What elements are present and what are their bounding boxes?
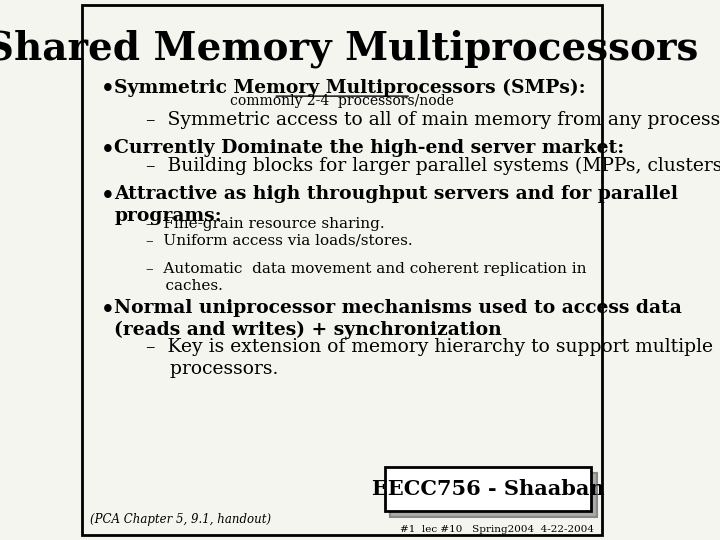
Text: –  Uniform access via loads/stores.: – Uniform access via loads/stores. [146, 233, 413, 247]
Text: –  Symmetric access to all of main memory from any processor.: – Symmetric access to all of main memory… [146, 111, 720, 129]
Text: –  Fine-grain resource sharing.: – Fine-grain resource sharing. [146, 217, 384, 231]
Text: –  Building blocks for larger parallel systems (MPPs, clusters): – Building blocks for larger parallel sy… [146, 157, 720, 175]
Text: •: • [101, 78, 114, 100]
Text: (PCA Chapter 5, 9.1, handout): (PCA Chapter 5, 9.1, handout) [91, 514, 271, 526]
Text: •: • [101, 185, 114, 207]
FancyBboxPatch shape [83, 5, 602, 535]
Text: Currently Dominate the high-end server market:: Currently Dominate the high-end server m… [114, 139, 624, 157]
Text: Normal uniprocessor mechanisms used to access data
(reads and writes) + synchron: Normal uniprocessor mechanisms used to a… [114, 299, 682, 339]
Text: Shared Memory Multiprocessors: Shared Memory Multiprocessors [0, 30, 698, 68]
Text: –  Automatic  data movement and coherent replication in
    caches.: – Automatic data movement and coherent r… [146, 262, 587, 293]
Text: Attractive as high throughput servers and for parallel
programs:: Attractive as high throughput servers an… [114, 185, 678, 225]
FancyBboxPatch shape [390, 472, 597, 517]
Text: EECC756 - Shaaban: EECC756 - Shaaban [372, 478, 604, 499]
Text: commonly 2-4  processors/node: commonly 2-4 processors/node [230, 94, 454, 109]
Text: Symmetric Memory Multiprocessors (SMPs):: Symmetric Memory Multiprocessors (SMPs): [114, 78, 586, 97]
FancyBboxPatch shape [384, 467, 591, 511]
Text: •: • [101, 299, 114, 321]
Text: –  Key is extension of memory hierarchy to support multiple
    processors.: – Key is extension of memory hierarchy t… [146, 338, 713, 377]
Text: •: • [101, 139, 114, 161]
Text: #1  lec #10   Spring2004  4-22-2004: #1 lec #10 Spring2004 4-22-2004 [400, 524, 594, 534]
